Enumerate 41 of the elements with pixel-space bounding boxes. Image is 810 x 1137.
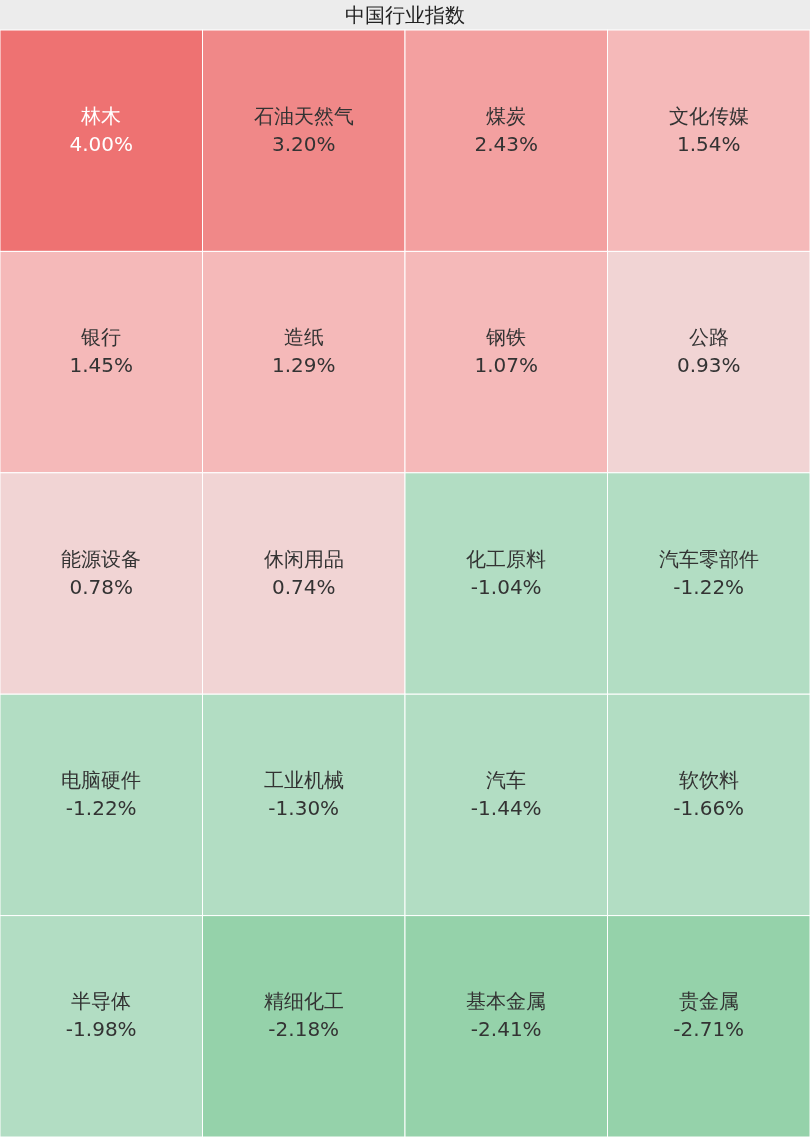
data-label: 2.43%	[474, 131, 539, 156]
category-label: 精细化工	[263, 989, 344, 1014]
data-label: -1.04%	[470, 574, 542, 599]
category-label: 贵金属	[678, 989, 739, 1014]
data-label: 1.29%	[271, 353, 336, 378]
data-label: -2.18%	[268, 1017, 340, 1042]
data-label: -1.22%	[673, 574, 745, 599]
data-label: 0.93%	[676, 353, 741, 378]
data-label: 0.78%	[69, 574, 134, 599]
data-label: 0.74%	[271, 574, 336, 599]
data-label: 1.45%	[69, 353, 134, 378]
category-label: 林木	[80, 103, 122, 128]
data-label: -1.98%	[65, 1017, 137, 1042]
data-label: 3.20%	[271, 131, 336, 156]
category-label: 文化传媒	[668, 103, 749, 128]
category-label: 基本金属	[466, 989, 547, 1014]
data-label: -2.41%	[470, 1017, 542, 1042]
category-label: 煤炭	[486, 103, 527, 128]
data-label: -1.22%	[65, 795, 137, 820]
category-label: 汽车	[486, 767, 527, 792]
category-label: 工业机械	[263, 767, 344, 792]
category-label: 银行	[80, 325, 122, 350]
data-label: -1.44%	[470, 795, 542, 820]
category-label: 石油天然气	[253, 103, 354, 128]
category-label: 半导体	[71, 989, 132, 1014]
data-label: 1.54%	[676, 131, 741, 156]
data-label: 1.07%	[474, 353, 539, 378]
data-label: -2.71%	[673, 1017, 745, 1042]
category-label: 休闲用品	[263, 546, 344, 571]
category-label: 电脑硬件	[61, 767, 142, 792]
category-label: 软饮料	[678, 767, 739, 792]
data-label: -1.30%	[268, 795, 340, 820]
category-label: 化工原料	[466, 546, 547, 571]
category-label: 能源设备	[61, 546, 142, 571]
data-label: 4.00%	[69, 131, 134, 156]
category-label: 汽车零部件	[658, 546, 759, 571]
text: 中国行业指数	[345, 3, 465, 27]
data-label: -1.66%	[673, 795, 745, 820]
category-label: 公路	[688, 325, 729, 350]
category-label: 造纸	[283, 325, 324, 350]
category-label: 钢铁	[485, 325, 527, 350]
